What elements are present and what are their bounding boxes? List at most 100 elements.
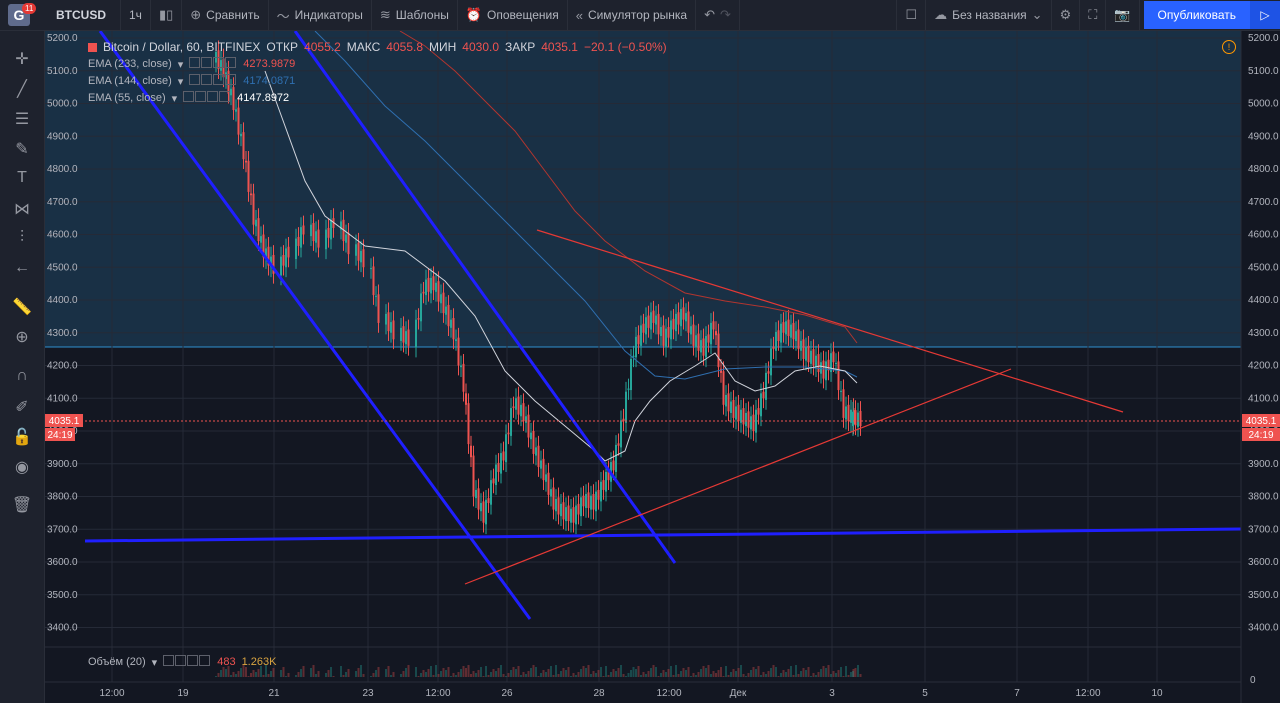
alerts-button[interactable]: ⏰ Оповещения (458, 0, 568, 30)
lock-drawing-icon[interactable]: ✐ (15, 399, 29, 416)
time-tick: 10 (1151, 688, 1163, 699)
volume-bar (810, 676, 812, 677)
price-tick: 4200.0 (1248, 361, 1279, 372)
layout-toggle[interactable]: ☐ (896, 0, 927, 30)
candle-body (677, 312, 680, 325)
magnet-icon[interactable]: ∩ (16, 367, 28, 384)
volume-legend[interactable]: Объём (20) ▾ 483 1.263K (88, 655, 276, 669)
prediction-icon[interactable]: ⫶ (19, 229, 24, 246)
indicator-row-ema144[interactable]: EMA (144, close) ▾ 4174.0871 (88, 74, 667, 88)
indicators-button[interactable]: 〜 Индикаторы (269, 0, 372, 30)
volume-bar (392, 672, 395, 677)
volume-bar (270, 671, 272, 677)
interval-button[interactable]: 1ч (121, 0, 151, 30)
time-tick: 12:00 (99, 688, 124, 699)
volume-bar (745, 676, 747, 677)
trash-icon[interactable]: 🗑 (11, 497, 33, 514)
indicator-buttons[interactable] (183, 91, 231, 105)
indicator-label: EMA (55, close) (88, 92, 166, 104)
publish-button[interactable]: Опубликовать (1143, 1, 1250, 29)
candle-body (642, 323, 645, 333)
left-price-tick: 4600.0 (47, 230, 78, 241)
left-price-tick: 5200.0 (47, 33, 78, 44)
volume-bar (507, 673, 510, 677)
volume-bar (672, 675, 675, 677)
series-title[interactable]: Bitcoin / Dollar, 60, BITFINEX (103, 40, 261, 54)
compare-button[interactable]: ⊕ Сравнить (182, 0, 269, 30)
candle-body (685, 313, 687, 322)
candle-body (712, 321, 715, 330)
ruler-icon[interactable]: 📏 (12, 299, 32, 316)
volume-bar (445, 670, 447, 677)
price-tick: 3500.0 (1248, 590, 1279, 601)
candle-body (755, 409, 757, 433)
indicator-buttons[interactable] (189, 74, 237, 88)
indicator-buttons[interactable] (163, 655, 211, 669)
time-scale[interactable]: 12:00 19 21 23 12:00 26 28 12:00 Дек 3 5 7 12:00 10 (99, 688, 1163, 699)
templates-button[interactable]: ≋ Шаблоны (372, 0, 458, 30)
candle-body (487, 498, 490, 504)
alarm-icon: ⏰ (465, 7, 483, 22)
candle-body (217, 50, 220, 70)
zoom-in-icon[interactable]: ⊕ (15, 329, 29, 346)
volume-bar (462, 666, 465, 677)
undo-icon[interactable]: ↶ (704, 7, 715, 22)
volume-bar (425, 672, 427, 677)
app-logo[interactable]: G 11 (0, 0, 38, 30)
volume-bar (847, 675, 850, 677)
indicator-value: 4147.8972 (237, 92, 290, 104)
redo-icon[interactable]: ↷ (720, 7, 731, 22)
text-icon[interactable]: T (17, 169, 27, 186)
chevron-down-icon[interactable]: ▾ (177, 58, 184, 71)
volume-bar (617, 668, 620, 677)
indicator-buttons[interactable] (189, 57, 237, 71)
volume-bar (610, 672, 612, 677)
arrow-left-icon[interactable]: ← (14, 259, 30, 276)
layout-name-button[interactable]: ☁ Без названия ⌄ (926, 0, 1052, 30)
volume-bar (592, 671, 595, 677)
cloud-icon: ☁ (934, 7, 948, 22)
price-tick: 4400.0 (1248, 295, 1279, 306)
fullscreen-button[interactable]: ⛶ (1080, 0, 1107, 30)
volume-bar (670, 666, 672, 677)
play-button[interactable]: ▷ (1250, 1, 1280, 29)
volume-bar (577, 672, 580, 677)
candle-body (837, 361, 840, 391)
candle-body (715, 331, 717, 336)
price-chart[interactable]: 5200.0 5100.0 5000.0 4900.0 4800.0 4700.0 4600… (45, 31, 1280, 703)
lock-icon[interactable]: 🔓 (12, 429, 32, 446)
volume-bar (485, 666, 487, 677)
left-countdown-tag (45, 428, 75, 441)
volume-bar (385, 669, 387, 677)
indicator-row-ema55[interactable]: EMA (55, close) ▾ 4147.8972 (88, 91, 667, 105)
warning-icon[interactable]: ! (1222, 40, 1236, 54)
trendline-icon[interactable]: ╱ (17, 81, 27, 98)
snapshot-button[interactable]: 📷 (1106, 0, 1140, 30)
camera-icon: 📷 (1114, 7, 1131, 22)
indicator-row-ema233[interactable]: EMA (233, close) ▾ 4273.9879 (88, 57, 667, 71)
chart-type-button[interactable]: ▮▯ (151, 0, 183, 30)
undo-redo[interactable]: ↶ ↷ (696, 0, 740, 30)
volume-bar (220, 670, 222, 677)
settings-button[interactable]: ⚙ (1052, 0, 1081, 30)
legend-main-row[interactable]: Bitcoin / Dollar, 60, BITFINEX ОТКР 4055.… (88, 40, 667, 54)
brush-icon[interactable]: ✎ (15, 141, 29, 158)
pattern-icon[interactable]: ⋈ (14, 201, 30, 218)
candle-body (782, 322, 785, 333)
eye-icon[interactable]: ◉ (15, 459, 29, 476)
chevron-down-icon[interactable]: ▾ (177, 75, 184, 88)
price-scale-bg[interactable] (1241, 31, 1280, 703)
chevron-down-icon[interactable]: ▾ (171, 92, 178, 105)
candle-body (745, 412, 747, 427)
volume-bar (495, 671, 497, 677)
volume-bar (480, 667, 482, 677)
replay-button[interactable]: « Симулятор рынка (568, 0, 697, 30)
price-tick: 4700.0 (1248, 197, 1279, 208)
volume-bar (775, 667, 777, 677)
symbol-search[interactable]: BTCUSD (38, 0, 121, 30)
plus-circle-icon: ⊕ (190, 7, 202, 22)
crosshair-icon[interactable]: ✛ (15, 51, 29, 68)
fib-icon[interactable]: ☰ (14, 111, 30, 128)
chevron-down-icon[interactable]: ▾ (151, 656, 158, 669)
price-tick: 4300.0 (1248, 328, 1279, 339)
